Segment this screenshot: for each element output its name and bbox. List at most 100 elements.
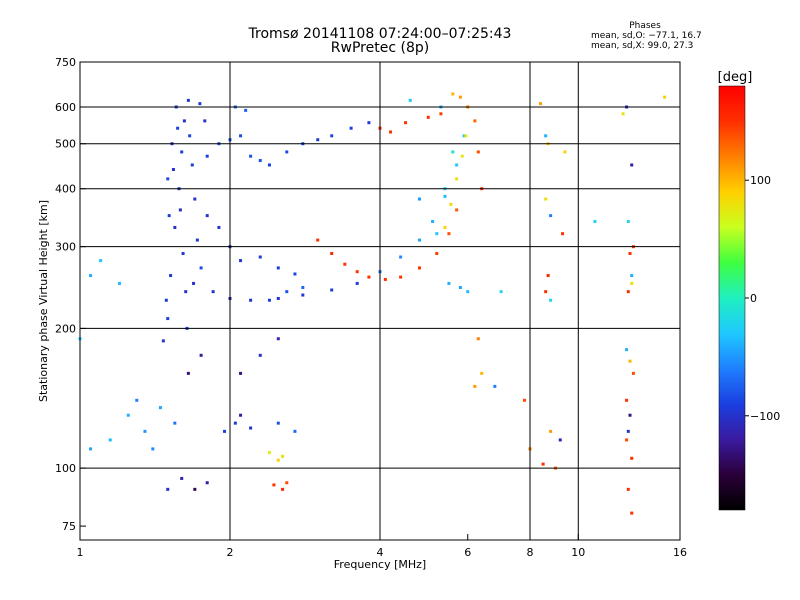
data-point bbox=[143, 429, 147, 433]
data-point bbox=[169, 274, 173, 278]
data-point bbox=[449, 202, 453, 206]
y-tick-label: 75 bbox=[62, 520, 76, 533]
data-point bbox=[451, 92, 455, 96]
phase-o-stats: mean, sd,O: −77.1, 16.7 bbox=[591, 31, 702, 41]
data-point bbox=[167, 214, 171, 218]
data-point bbox=[563, 150, 567, 154]
data-point bbox=[239, 371, 243, 375]
data-point bbox=[630, 274, 634, 278]
x-tick-label: 1 bbox=[77, 546, 84, 559]
colorbar-ticks: 100 0 −100 bbox=[745, 174, 780, 423]
data-point bbox=[188, 134, 192, 138]
data-point bbox=[316, 238, 320, 242]
data-point bbox=[367, 275, 371, 279]
data-point bbox=[198, 102, 202, 106]
y-tick-label: 200 bbox=[55, 322, 76, 335]
data-point bbox=[460, 154, 464, 158]
data-point bbox=[258, 255, 262, 259]
data-point bbox=[217, 225, 221, 229]
data-point bbox=[330, 252, 334, 256]
data-point bbox=[403, 121, 407, 125]
data-point bbox=[281, 454, 285, 458]
data-point bbox=[558, 438, 562, 442]
data-point bbox=[166, 317, 170, 321]
y-tick-label: 400 bbox=[55, 183, 76, 196]
data-point bbox=[233, 421, 237, 425]
data-point bbox=[285, 290, 289, 294]
data-point bbox=[276, 421, 280, 425]
data-point bbox=[443, 194, 447, 198]
data-point bbox=[630, 163, 634, 167]
data-point bbox=[151, 447, 155, 451]
data-point bbox=[293, 272, 297, 276]
data-point bbox=[164, 298, 168, 302]
x-axis: 1 2 4 6 8 10 16 bbox=[77, 534, 687, 559]
y-tick-label: 300 bbox=[55, 241, 76, 254]
data-point bbox=[626, 429, 630, 433]
data-point bbox=[626, 487, 630, 491]
x-tick-label: 2 bbox=[227, 546, 234, 559]
data-point bbox=[539, 102, 543, 106]
data-point bbox=[389, 130, 393, 134]
data-point bbox=[161, 339, 165, 343]
data-point bbox=[276, 296, 280, 300]
data-point bbox=[355, 281, 359, 285]
data-point bbox=[473, 384, 477, 388]
data-point bbox=[176, 126, 180, 130]
data-point bbox=[630, 281, 634, 285]
y-tick-label: 600 bbox=[55, 101, 76, 114]
data-point bbox=[417, 238, 421, 242]
data-point bbox=[399, 275, 403, 279]
data-point bbox=[447, 232, 451, 236]
data-point bbox=[663, 95, 667, 99]
data-point bbox=[181, 252, 185, 256]
data-point bbox=[628, 359, 632, 363]
y-axis-label: Stationary phase Virtual Height [km] bbox=[37, 200, 50, 402]
data-point bbox=[126, 413, 130, 417]
x-tick-label: 4 bbox=[377, 546, 384, 559]
data-point bbox=[267, 298, 271, 302]
data-point bbox=[276, 337, 280, 341]
data-point bbox=[186, 371, 190, 375]
data-point bbox=[249, 154, 253, 158]
data-point bbox=[476, 337, 480, 341]
x-tick-label: 8 bbox=[527, 546, 534, 559]
data-point bbox=[628, 252, 632, 256]
data-point bbox=[546, 274, 550, 278]
data-point bbox=[135, 398, 139, 402]
data-point bbox=[561, 232, 565, 236]
data-point bbox=[549, 298, 553, 302]
data-point bbox=[462, 134, 466, 138]
data-point bbox=[199, 353, 203, 357]
x-axis-label: Frequency [MHz] bbox=[334, 558, 426, 571]
data-point bbox=[426, 115, 430, 119]
data-point bbox=[343, 262, 347, 266]
phase-box-title: Phases bbox=[629, 21, 661, 31]
data-point bbox=[205, 214, 209, 218]
data-point bbox=[267, 163, 271, 167]
data-point bbox=[417, 197, 421, 201]
data-point bbox=[89, 447, 93, 451]
data-point bbox=[455, 177, 459, 181]
data-point bbox=[223, 429, 227, 433]
data-point bbox=[447, 281, 451, 285]
colorbar-tick-label: −100 bbox=[750, 410, 780, 423]
data-point bbox=[199, 266, 203, 270]
data-point bbox=[293, 429, 297, 433]
y-axis: 75 100 200 300 400 500 600 750 bbox=[55, 56, 86, 533]
data-point bbox=[180, 476, 184, 480]
data-point bbox=[621, 112, 625, 116]
data-point bbox=[166, 177, 170, 181]
data-point bbox=[301, 286, 305, 290]
data-point bbox=[186, 98, 190, 102]
chart-title: Tromsø 20141108 07:24:00–07:25:43 bbox=[248, 26, 512, 42]
data-point bbox=[476, 150, 480, 154]
data-point bbox=[158, 406, 162, 410]
data-point bbox=[549, 214, 553, 218]
data-point bbox=[173, 421, 177, 425]
data-point bbox=[193, 487, 197, 491]
data-point bbox=[258, 159, 262, 163]
data-point bbox=[239, 259, 243, 263]
data-point bbox=[276, 266, 280, 270]
